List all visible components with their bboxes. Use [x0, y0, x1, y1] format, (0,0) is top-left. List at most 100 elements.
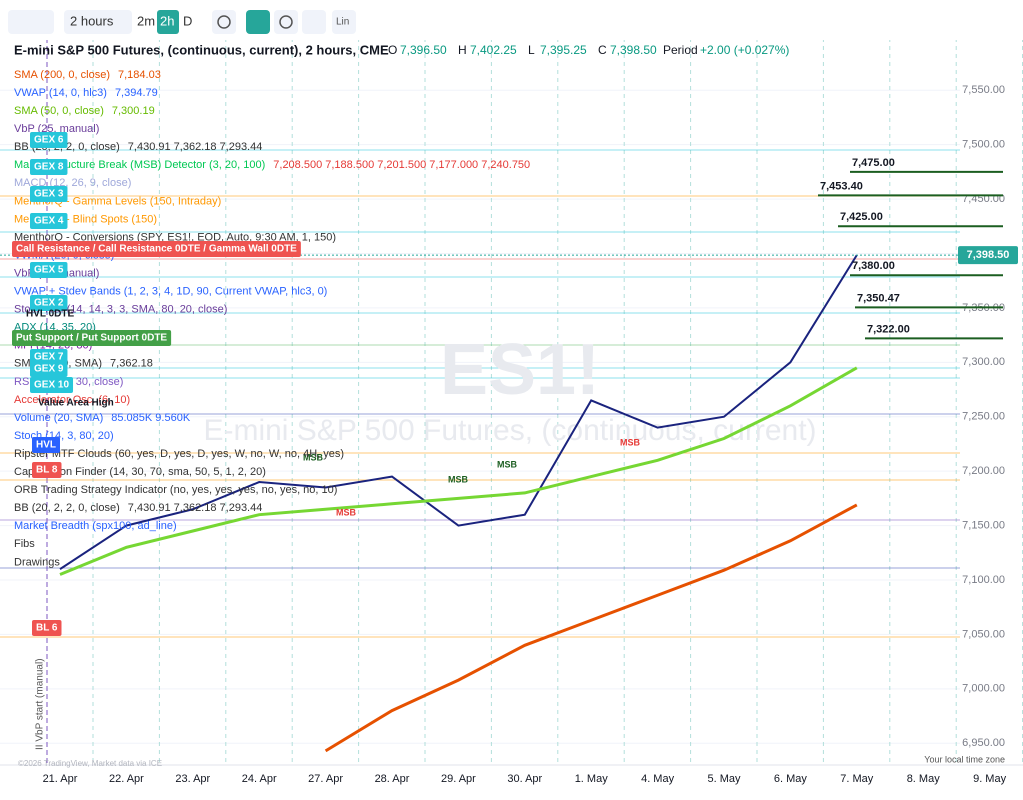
indicator-name: Stoch (14, 3, 80, 20)	[14, 430, 114, 442]
badge-label: GEX 7	[34, 352, 64, 363]
level-badge: Value Area High	[38, 398, 114, 409]
x-tick-label: 5. May	[707, 773, 741, 785]
badge-bg	[12, 330, 172, 346]
badge-bg	[32, 437, 60, 453]
indicator-name: Market Structure Break (MSB) Detector (3…	[14, 159, 265, 171]
badge-bg	[30, 295, 68, 311]
indicator-value: 7,184.03	[118, 69, 161, 81]
badge-bg	[30, 377, 74, 393]
y-tick-label: 7,000.00	[962, 683, 1005, 695]
msb-label: MSB	[620, 437, 641, 447]
indicator-value: 7,362.18	[110, 358, 153, 370]
y-tick-label: 7,500.00	[962, 139, 1005, 151]
level-badge: GEX 6	[30, 132, 68, 148]
badge-label: GEX 10	[34, 380, 69, 391]
badge-label: Call Resistance / Call Resistance 0DTE /…	[16, 244, 297, 255]
ohlc-value: 7,398.50	[610, 43, 657, 57]
badge-bg	[30, 262, 68, 278]
level-badge: GEX 10	[30, 377, 74, 393]
period-value: +2.00 (+0.027%)	[700, 43, 789, 57]
indicator-name: Accelerator Osc. (6, 10)	[14, 394, 130, 406]
crosshair-button[interactable]	[302, 10, 326, 34]
indicator-name: Ripster MTF Clouds (60, yes, D, yes, D, …	[14, 448, 344, 460]
clock-icon	[279, 15, 293, 29]
badge-label: HVL 0DTE	[26, 309, 74, 320]
level-badge: HVL	[32, 437, 60, 453]
y-tick-label: 7,150.00	[962, 519, 1005, 531]
x-tick-label: 9. May	[973, 773, 1007, 785]
ohlc-value: 7,402.25	[470, 43, 517, 57]
footer-credit: ©2026 TradingView, Market data via ICE	[18, 759, 162, 768]
key-level-label: 7,350.47	[857, 292, 900, 304]
level-badge: Put Support / Put Support 0DTE	[12, 330, 172, 346]
badge-label: Put Support / Put Support 0DTE	[16, 333, 167, 344]
indicator-value: 7,394.79	[115, 87, 158, 99]
replay-button[interactable]	[274, 10, 298, 34]
ohlc-key: O	[388, 43, 397, 57]
badge-bg	[30, 132, 68, 148]
x-tick-label: 6. May	[774, 773, 808, 785]
vbp-start-label: II VbP start (manual)	[35, 658, 46, 750]
watermark-name: E-mini S&P 500 Futures, (continuous, cur…	[203, 414, 816, 447]
x-tick-label: 8. May	[907, 773, 941, 785]
x-tick-label: 22. Apr	[109, 773, 144, 785]
msb-label: MSB	[448, 474, 469, 484]
settings-icon	[217, 15, 231, 29]
ohlc-values: O 7,396.50 H 7,402.25 L 7,395.25 C 7,398.50 Peri…	[388, 43, 789, 57]
indicator-value: 7,430.91 7,362.18 7,293.44	[128, 502, 263, 514]
interval-button[interactable]: 2h	[160, 13, 174, 28]
indicator-value: 85.085K 9.560K	[111, 412, 191, 424]
y-tick-label: 7,100.00	[962, 574, 1005, 586]
interval-active-bg	[157, 10, 179, 34]
key-level-label: 7,475.00	[852, 157, 895, 169]
badge-label: BL 8	[36, 465, 58, 476]
badge-label: GEX 3	[34, 189, 64, 200]
y-tick-label: 7,050.00	[962, 628, 1005, 640]
indicator-value: 7,430.91 7,362.18 7,293.44	[128, 141, 263, 153]
badge-label: Value Area High	[38, 398, 114, 409]
badge-bg	[32, 620, 62, 636]
level-badge: GEX 2	[30, 295, 68, 311]
badge-bg	[30, 159, 68, 175]
ohlc-value: 7,396.50	[400, 43, 447, 57]
indicator-name: Fibs	[14, 538, 35, 550]
level-badge: BL 8	[32, 462, 62, 478]
key-level-label: 7,453.40	[820, 180, 863, 192]
badge-bg	[32, 462, 62, 478]
indicator-name: SMA (200, 0, close)	[14, 69, 110, 81]
last-price-tag	[958, 246, 1018, 265]
badge-label: GEX 9	[34, 364, 64, 375]
y-tick-label: 6,950.00	[962, 737, 1005, 749]
level-badge: BL 6	[32, 620, 62, 636]
badge-label: GEX 5	[34, 265, 64, 276]
indicator-name: Capitulation Finder (14, 30, 70, sma, 50…	[14, 466, 266, 478]
x-tick-label: 29. Apr	[441, 773, 476, 785]
settings-button[interactable]	[212, 10, 236, 34]
y-tick-label: 7,200.00	[962, 465, 1005, 477]
key-level-label: 7,425.00	[840, 211, 883, 223]
chart-type-button[interactable]	[8, 10, 54, 34]
price-line	[59, 254, 858, 570]
msb-label: MSB	[303, 452, 324, 462]
badge-bg	[12, 241, 301, 257]
y-tick-label: 7,550.00	[962, 84, 1005, 96]
interval-button[interactable]: D	[183, 13, 192, 28]
last-price-label: 7,398.50	[967, 249, 1010, 261]
indicator-name: Volume (20, SMA)	[14, 412, 103, 424]
tool-button[interactable]	[246, 10, 270, 34]
scale-button[interactable]	[332, 10, 356, 34]
level-badge: HVL 0DTE	[26, 309, 74, 320]
watermark-symbol: ES1!	[440, 330, 600, 410]
level-badge: GEX 9	[30, 361, 68, 377]
interval-dropdown[interactable]	[64, 10, 132, 34]
indicator-name: Market Breadth (spx100, ad_line)	[14, 520, 177, 532]
badge-label: BL 6	[36, 623, 58, 634]
level-badge: GEX 3	[30, 186, 68, 202]
symbol-title: E-mini S&P 500 Futures, (continuous, cur…	[14, 42, 389, 57]
indicator-name: VWAP + Stdev Bands (1, 2, 3, 4, 1D, 90, …	[14, 286, 327, 298]
footer-timezone: Your local time zone	[924, 754, 1005, 764]
interval-button[interactable]: 2m	[137, 13, 155, 28]
level-badge: GEX 8	[30, 159, 68, 175]
badge-bg	[30, 361, 68, 377]
